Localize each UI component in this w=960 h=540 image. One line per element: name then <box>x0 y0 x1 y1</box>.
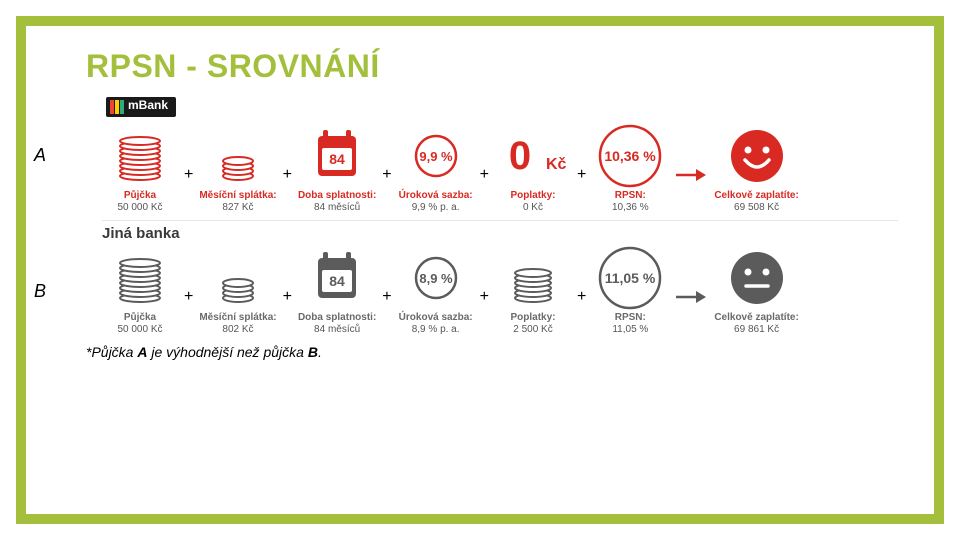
coins-small-icon <box>208 248 268 308</box>
item-title: Měsíční splátka: <box>199 312 276 324</box>
item-title: Celkově zaplatíte: <box>714 190 798 202</box>
row-divider <box>102 220 898 221</box>
coins-big-icon <box>110 126 170 186</box>
compare-item: 8,9 % Úroková sazba: 8,9 % p. a. <box>398 248 474 336</box>
svg-text:84: 84 <box>329 273 345 289</box>
item-value: 69 861 Kč <box>714 324 798 336</box>
item-title: Měsíční splátka: <box>199 190 276 202</box>
circle-big-icon: 10,36 % <box>598 126 662 186</box>
svg-text:9,9 %: 9,9 % <box>419 149 453 164</box>
item-title: Celkově zaplatíte: <box>714 312 798 324</box>
svg-text:11,05 %: 11,05 % <box>605 270 656 286</box>
plus-icon: + <box>382 288 391 306</box>
row-a-label: A <box>34 145 46 166</box>
compare-item: 84 Doba splatnosti: 84 měsíců <box>298 248 376 336</box>
big-text-icon: 0 Kč <box>498 126 568 186</box>
face-neutral-icon <box>729 248 785 308</box>
svg-text:Kč: Kč <box>546 156 567 173</box>
plus-icon: + <box>480 166 489 184</box>
mbank-logo: mBank <box>106 97 176 117</box>
compare-item: 11,05 % RPSN: 11,05 % <box>592 248 668 336</box>
arrow-icon <box>674 166 708 184</box>
plus-icon: + <box>577 166 586 184</box>
coins-med-icon <box>503 248 563 308</box>
row-b-label: B <box>34 281 46 302</box>
plus-icon: + <box>283 288 292 306</box>
item-title: Půjčka <box>117 190 162 202</box>
compare-item: Celkově zaplatíte: 69 861 Kč <box>714 248 798 336</box>
compare-item: Měsíční splátka: 827 Kč <box>199 126 276 214</box>
plus-icon: + <box>283 166 292 184</box>
row-b: Půjčka 50 000 Kč + Měsíční splátka: 802 … <box>102 248 898 336</box>
item-value: 84 měsíců <box>298 324 376 336</box>
item-value: 84 měsíců <box>298 202 376 214</box>
item-title: RPSN: <box>612 312 648 324</box>
item-title: RPSN: <box>612 190 649 202</box>
circle-big-icon: 11,05 % <box>598 248 662 308</box>
plus-icon: + <box>184 288 193 306</box>
compare-item: Půjčka 50 000 Kč <box>102 126 178 214</box>
item-value: 10,36 % <box>612 202 649 214</box>
footnote: *Půjčka A je výhodnější než půjčka B. <box>86 344 898 360</box>
item-title: Doba splatnosti: <box>298 190 376 202</box>
plus-icon: + <box>577 288 586 306</box>
svg-text:10,36 %: 10,36 % <box>605 148 657 164</box>
compare-item: 0 Kč Poplatky: 0 Kč <box>495 126 571 214</box>
arrow-icon <box>674 288 708 306</box>
item-value: 69 508 Kč <box>714 202 798 214</box>
circle-text-icon: 8,9 % <box>414 248 458 308</box>
item-title: Úroková sazba: <box>399 190 473 202</box>
item-title: Doba splatnosti: <box>298 312 376 324</box>
other-bank-label: Jiná banka <box>102 225 898 242</box>
comparison-panel: A mBank Půjčka 50 000 Kč + Měsíční splát… <box>62 91 898 338</box>
compare-item: Celkově zaplatíte: 69 508 Kč <box>714 126 798 214</box>
item-value: 802 Kč <box>199 324 276 336</box>
calendar-icon: 84 <box>312 248 362 308</box>
compare-item: Poplatky: 2 500 Kč <box>495 248 571 336</box>
svg-text:0: 0 <box>509 134 531 178</box>
slide-title: RPSN - SROVNÁNÍ <box>86 48 898 85</box>
compare-item: Půjčka 50 000 Kč <box>102 248 178 336</box>
item-value: 9,9 % p. a. <box>399 202 473 214</box>
item-value: 50 000 Kč <box>117 202 162 214</box>
item-title: Půjčka <box>117 312 162 324</box>
plus-icon: + <box>382 166 391 184</box>
item-value: 50 000 Kč <box>117 324 162 336</box>
item-value: 0 Kč <box>510 202 555 214</box>
compare-item: 84 Doba splatnosti: 84 měsíců <box>298 126 376 214</box>
item-value: 827 Kč <box>199 202 276 214</box>
coins-big-icon <box>110 248 170 308</box>
item-title: Úroková sazba: <box>399 312 473 324</box>
coins-small-icon <box>208 126 268 186</box>
plus-icon: + <box>184 166 193 184</box>
svg-text:84: 84 <box>329 151 345 167</box>
plus-icon: + <box>480 288 489 306</box>
item-title: Poplatky: <box>510 312 555 324</box>
compare-item: Měsíční splátka: 802 Kč <box>199 248 276 336</box>
item-value: 8,9 % p. a. <box>399 324 473 336</box>
face-happy-icon <box>729 126 785 186</box>
slide-frame: RPSN - SROVNÁNÍ A mBank Půjčka 50 000 Kč… <box>16 16 944 524</box>
compare-item: 10,36 % RPSN: 10,36 % <box>592 126 668 214</box>
item-value: 11,05 % <box>612 324 648 336</box>
item-title: Poplatky: <box>510 190 555 202</box>
row-a: Půjčka 50 000 Kč + Měsíční splátka: 827 … <box>102 126 898 214</box>
calendar-icon: 84 <box>312 126 362 186</box>
compare-item: 9,9 % Úroková sazba: 9,9 % p. a. <box>398 126 474 214</box>
svg-text:8,9 %: 8,9 % <box>419 271 453 286</box>
mbank-logo-text: mBank <box>128 98 168 112</box>
item-value: 2 500 Kč <box>510 324 555 336</box>
circle-text-icon: 9,9 % <box>414 126 458 186</box>
